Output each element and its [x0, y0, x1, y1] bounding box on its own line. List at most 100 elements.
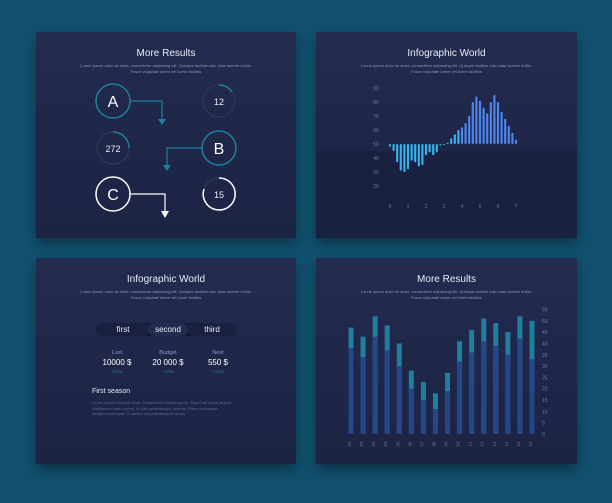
x-tick-label: 5	[479, 204, 482, 210]
x-tick-label: 01	[347, 441, 352, 447]
card-title: More Results	[136, 48, 196, 59]
node-a-label: A	[108, 94, 119, 111]
card-infographic-bars: Infographic World Lorem ipsum dolor sit …	[316, 32, 577, 238]
tab-label: third	[204, 325, 220, 334]
x-tick-label: 11	[468, 441, 473, 446]
x-tick-label: 02	[359, 441, 364, 447]
x-tick-label: 04	[383, 441, 388, 447]
node-c-label: C	[107, 187, 119, 204]
arrow-head-icon	[161, 211, 169, 218]
bar	[439, 144, 442, 146]
y-tick-label: 90	[373, 86, 379, 92]
bar	[417, 144, 420, 167]
tab-third[interactable]: third	[188, 323, 236, 336]
card-subtitle-line: Fusce vulputate lorem vel lorem facilisi…	[130, 68, 202, 74]
stat-percent: +12%	[162, 369, 174, 374]
bar	[432, 144, 435, 156]
bar	[475, 96, 478, 144]
card-subtitle: Lorem ipsum dolor sit amet, consectetur …	[356, 63, 537, 74]
bar-series-2	[457, 361, 463, 434]
y-tick-label: 15	[542, 398, 548, 404]
bar	[504, 118, 507, 144]
stat-value: 10000 $	[102, 358, 132, 367]
x-tick-label: 4	[461, 204, 464, 210]
y-tick-label: 20	[542, 387, 548, 393]
x-tick-label: 0	[389, 204, 392, 210]
bar	[414, 144, 417, 163]
bar-series-2	[529, 359, 535, 434]
card-title: Infographic World	[126, 274, 206, 285]
bar	[496, 102, 500, 144]
node-a: A	[95, 83, 131, 119]
bar	[511, 132, 514, 144]
bar	[457, 130, 460, 144]
x-tick-label: 12	[480, 441, 485, 447]
node-15: 15	[202, 177, 236, 211]
bar	[489, 102, 492, 144]
arrow-head-icon	[158, 119, 166, 125]
bar	[468, 116, 471, 144]
x-tick-label: 13	[492, 441, 497, 447]
card-subtitle-line: Fusce vulputate lorem vel lorem facilisi…	[130, 294, 202, 300]
bar-series-2	[408, 388, 414, 434]
connector-arrow	[130, 193, 166, 211]
y-tick-label: 10	[542, 409, 548, 415]
bar	[450, 138, 453, 144]
bar-series-2	[481, 341, 487, 434]
stat-label: Last	[111, 350, 123, 356]
bar-series-2	[432, 409, 438, 434]
bar	[442, 144, 446, 145]
y-tick-label: 30	[373, 170, 379, 176]
bar	[406, 144, 410, 170]
bar	[399, 144, 402, 171]
y-tick-label: 35	[542, 353, 548, 359]
y-tick-label: 80	[373, 100, 379, 106]
x-tick-label: 10	[456, 441, 461, 447]
x-tick-label: 08	[431, 441, 436, 447]
bar	[403, 144, 406, 172]
section-text-line: Vestibulum lorem purus, in odio pellente…	[92, 405, 218, 411]
x-tick-label: 6	[497, 204, 500, 210]
card-infographic-stats: Infographic World Lorem ipsum dolor sit …	[36, 258, 296, 464]
y-tick-label: 40	[373, 156, 379, 162]
bar	[396, 144, 399, 163]
card-subtitle-line: Lorem ipsum dolor sit amet, consectetur …	[80, 63, 252, 68]
stat-percent: +12%	[212, 369, 224, 374]
card-subtitle-line: Lorem ipsum dolor sit amet, consectetur …	[360, 289, 533, 294]
bar	[514, 139, 518, 144]
bar-series-2	[493, 345, 499, 434]
bar	[428, 144, 431, 153]
x-tick-label: 1	[407, 204, 410, 210]
connector-arrow	[130, 100, 163, 119]
y-tick-label: 60	[373, 128, 379, 134]
bar	[478, 100, 482, 144]
arrow-head-icon	[163, 165, 171, 171]
y-tick-label: 50	[373, 142, 379, 148]
tab-second[interactable]: second	[148, 323, 188, 336]
x-tick-label: 06	[407, 441, 412, 447]
node-12: 12	[202, 84, 236, 118]
y-tick-label: 0	[542, 432, 545, 438]
x-tick-label: 3	[443, 204, 446, 210]
section-text-line: fringilla consequat. Curabitur vel pelle…	[92, 411, 187, 416]
y-tick-label: 5	[542, 421, 545, 427]
bar	[471, 102, 474, 144]
bar	[388, 144, 392, 147]
node-272-label: 272	[105, 144, 120, 154]
bar-series-2	[469, 352, 475, 434]
bar	[392, 144, 395, 151]
bar	[446, 142, 449, 144]
card-subtitle-line: Fusce vulputate lorem vel lorem facilisi…	[411, 68, 482, 74]
x-tick-label: 15	[516, 441, 521, 447]
stat-budget: Budget 20 000 $ +12%	[142, 350, 194, 374]
stat-next: Next 550 $ +12%	[196, 350, 240, 374]
tab-first[interactable]: first	[96, 323, 150, 336]
bar	[421, 144, 424, 165]
y-tick-label: 45	[542, 330, 548, 336]
lower-band	[316, 151, 577, 238]
card-subtitle: Lorem ipsum dolor sit amet, consectetur …	[76, 63, 256, 74]
diverging-bar-chart: 90 80 70 60 50 40 30 20 0 1 2 3 4 5 6 7	[316, 86, 577, 238]
node-c: C	[95, 176, 131, 212]
section-text-line: Lorem ipsum dolor sit amet, consectetur …	[92, 400, 233, 405]
